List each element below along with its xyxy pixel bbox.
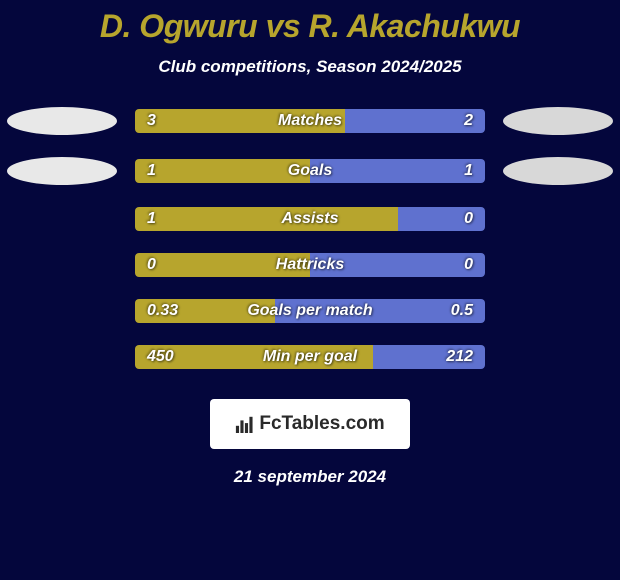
stat-row: 3 Matches 2 [0, 107, 620, 135]
stat-value-left: 0.33 [147, 302, 178, 320]
stat-value-left: 0 [147, 256, 156, 274]
bar-right-segment [310, 159, 485, 183]
bar-left-segment [135, 207, 398, 231]
page-title: D. Ogwuru vs R. Akachukwu [0, 8, 620, 45]
stat-value-left: 1 [147, 210, 156, 228]
stat-row: 0.33 Goals per match 0.5 [0, 299, 620, 323]
subtitle: Club competitions, Season 2024/2025 [0, 57, 620, 77]
stat-label: Assists [282, 210, 339, 228]
stat-value-right: 1 [464, 162, 473, 180]
player-left-avatar [7, 107, 117, 135]
stat-label: Hattricks [276, 256, 344, 274]
stat-value-left: 1 [147, 162, 156, 180]
player-right-avatar [503, 157, 613, 185]
stat-value-right: 0.5 [451, 302, 473, 320]
stat-value-right: 0 [464, 256, 473, 274]
stat-row: 0 Hattricks 0 [0, 253, 620, 277]
bars-container: 3 Matches 2 1 Goals 1 1 Assists 0 0 Hattricks 0 0.33… [0, 107, 620, 369]
stat-bar: 0 Hattricks 0 [135, 253, 485, 277]
stat-label: Matches [278, 112, 342, 130]
stat-value-right: 212 [446, 348, 473, 366]
stat-bar: 1 Assists 0 [135, 207, 485, 231]
stat-label: Goals per match [247, 302, 372, 320]
stat-bar: 450 Min per goal 212 [135, 345, 485, 369]
stat-value-right: 0 [464, 210, 473, 228]
stat-bar: 1 Goals 1 [135, 159, 485, 183]
stat-label: Min per goal [263, 348, 357, 366]
stat-value-right: 2 [464, 112, 473, 130]
stat-row: 1 Assists 0 [0, 207, 620, 231]
branding-badge: FcTables.com [210, 399, 410, 449]
stat-row: 1 Goals 1 [0, 157, 620, 185]
stat-bar: 3 Matches 2 [135, 109, 485, 133]
chart-icon [235, 415, 253, 433]
stat-bar: 0.33 Goals per match 0.5 [135, 299, 485, 323]
player-left-avatar [7, 157, 117, 185]
branding-text: FcTables.com [259, 413, 384, 435]
player-right-avatar [503, 107, 613, 135]
stat-value-left: 3 [147, 112, 156, 130]
bar-left-segment [135, 159, 310, 183]
comparison-infographic: D. Ogwuru vs R. Akachukwu Club competiti… [0, 0, 620, 580]
stat-row: 450 Min per goal 212 [0, 345, 620, 369]
footer-date: 21 september 2024 [0, 467, 620, 487]
stat-label: Goals [288, 162, 332, 180]
stat-value-left: 450 [147, 348, 174, 366]
